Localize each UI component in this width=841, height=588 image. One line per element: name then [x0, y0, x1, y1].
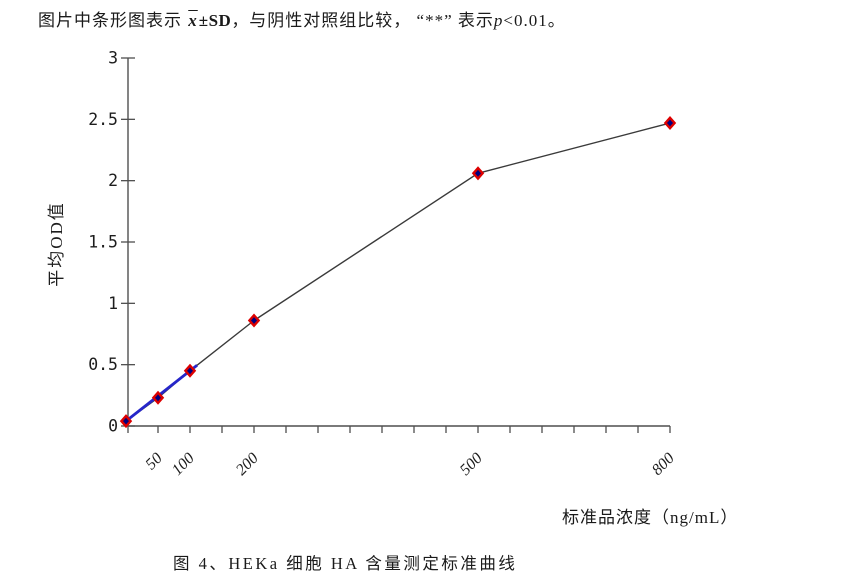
trend-line	[125, 364, 198, 423]
x-tick-label: 50	[142, 450, 165, 473]
data-point-marker	[183, 363, 197, 378]
y-axis-title: 平均OD值	[47, 201, 66, 287]
data-point-marker	[119, 414, 133, 429]
x-axis-title: 标准品浓度（ng/mL）	[562, 508, 739, 527]
y-tick-label: 0	[108, 417, 118, 436]
series-line	[125, 122, 671, 422]
figure-caption: 图 4、HEKa 细胞 HA 含量测定标准曲线	[173, 554, 518, 573]
x-tick-label: 500	[457, 450, 486, 479]
y-tick-label: 1	[108, 294, 118, 313]
note-prefix: 图片中条形图表示	[38, 11, 188, 30]
data-point-marker	[471, 166, 485, 181]
x-tick-label: 200	[233, 450, 262, 479]
note-middle: ，与阴性对照组比较， “**” 表示	[231, 11, 494, 30]
y-tick-label: 2.5	[88, 110, 118, 129]
y-tick-label: 3	[108, 49, 118, 68]
standard-curve-chart: 0 0.5 1 1.5 2 2.5 3 50 100 200 500 800 平均OD值	[47, 49, 678, 479]
x-tick-label: 800	[649, 450, 678, 479]
p-value-symbol: p	[493, 11, 504, 30]
y-tick-label: 0.5	[88, 355, 118, 374]
x-tick-label: 100	[169, 450, 198, 479]
plus-minus-sd: ±SD	[198, 11, 232, 30]
data-point-marker	[151, 390, 165, 405]
data-point-marker	[247, 313, 261, 328]
data-point-marker	[663, 116, 677, 131]
figure-note: 图片中条形图表示 x±SD，与阴性对照组比较， “**” 表示p<0.01。	[38, 8, 678, 33]
note-suffix: <0.01。	[503, 11, 566, 30]
y-tick-label: 2	[108, 171, 118, 190]
y-tick-label: 1.5	[88, 233, 118, 252]
mean-symbol-xbar: x	[188, 11, 198, 30]
